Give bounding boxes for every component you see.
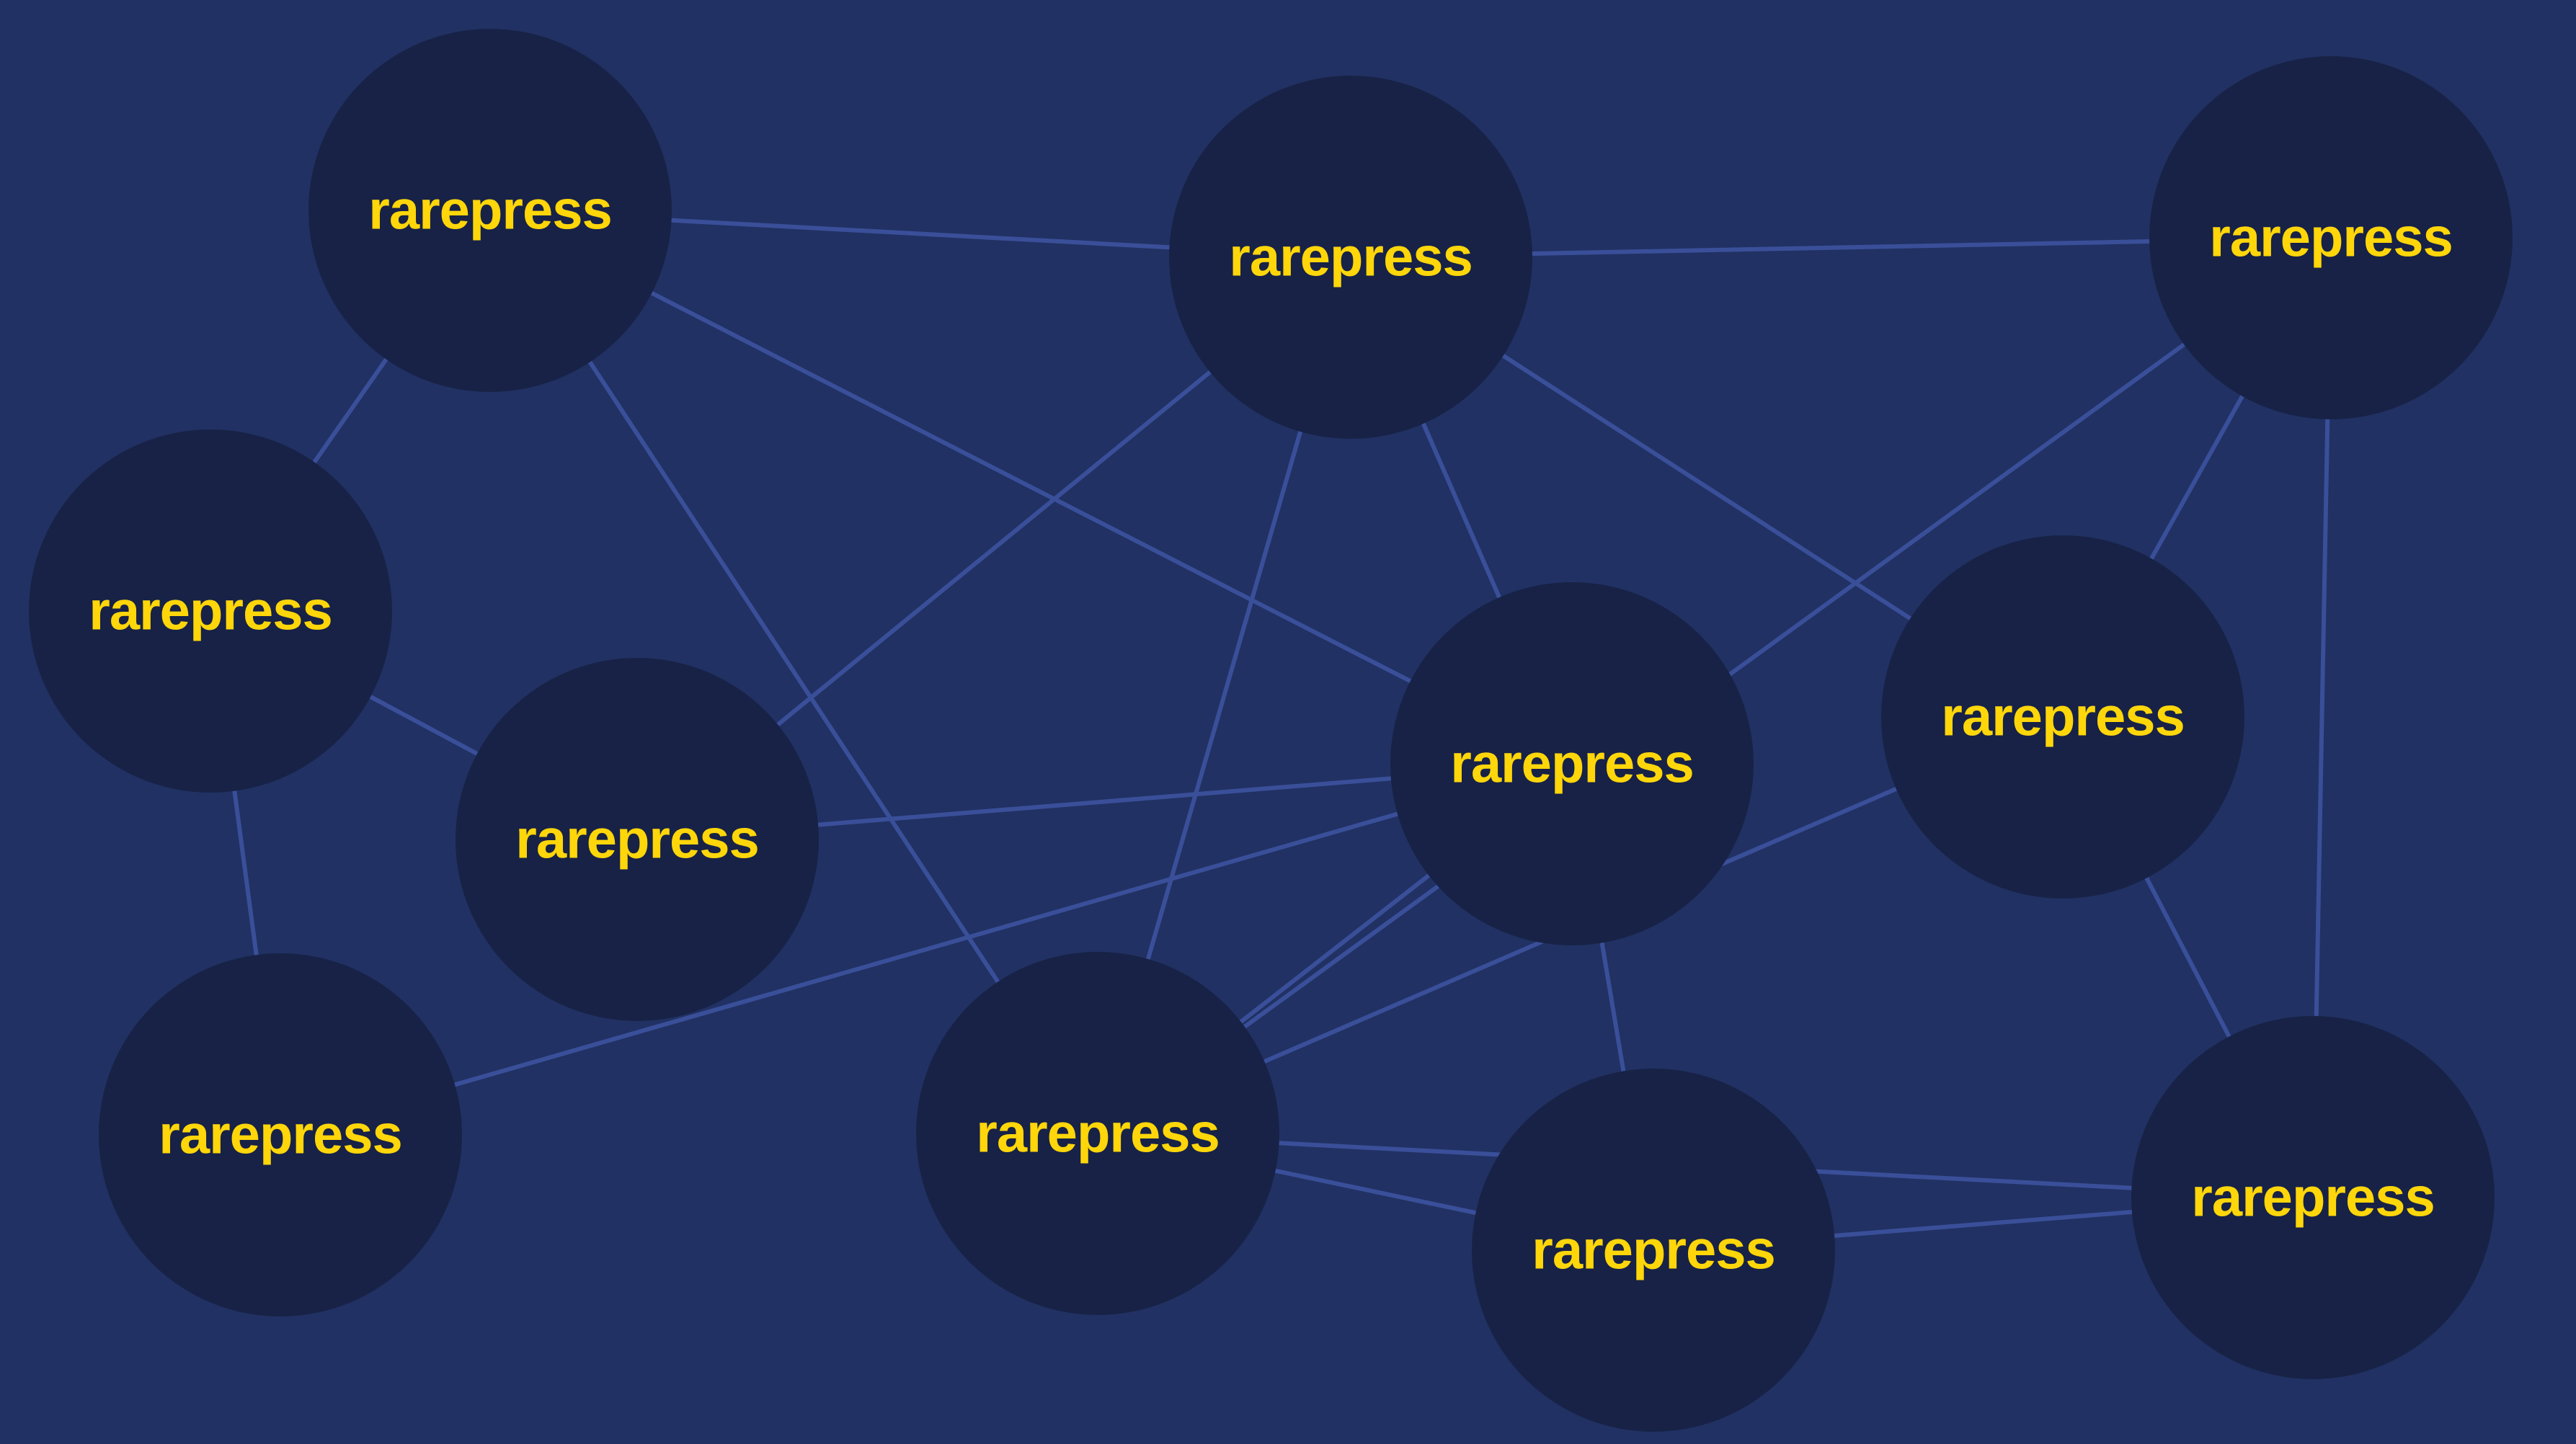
node-circle: [1881, 535, 2244, 899]
node-circle: [29, 429, 392, 793]
node-n3: rarepress: [2149, 56, 2513, 419]
node-n4: rarepress: [29, 429, 392, 793]
node-circle: [1472, 1069, 1835, 1432]
node-circle: [2149, 56, 2513, 419]
node-circle: [456, 658, 819, 1021]
node-n2: rarepress: [1169, 76, 1532, 439]
node-label: rarepress: [1532, 1220, 1775, 1281]
node-label: rarepress: [1450, 734, 1694, 795]
node-circle: [916, 952, 1279, 1315]
node-label: rarepress: [368, 180, 612, 241]
node-n9: rarepress: [1881, 535, 2244, 899]
node-label: rarepress: [2209, 208, 2453, 269]
node-n1: rarepress: [308, 29, 672, 392]
node-label: rarepress: [89, 581, 332, 642]
node-label: rarepress: [159, 1105, 402, 1166]
node-n5: rarepress: [456, 658, 819, 1021]
node-label: rarepress: [2191, 1167, 2435, 1229]
node-label: rarepress: [515, 809, 759, 870]
node-circle: [2131, 1016, 2495, 1379]
node-n6: rarepress: [99, 953, 462, 1316]
node-circle: [1390, 582, 1754, 945]
node-n7: rarepress: [916, 952, 1279, 1315]
node-n8: rarepress: [1390, 582, 1754, 945]
node-n10: rarepress: [1472, 1069, 1835, 1432]
node-circle: [1169, 76, 1532, 439]
node-circle: [99, 953, 462, 1316]
node-label: rarepress: [1229, 227, 1473, 288]
nodes-layer: rarepress rarepress rarepress rarepress rare…: [29, 29, 2513, 1432]
node-n11: rarepress: [2131, 1016, 2495, 1379]
node-label: rarepress: [976, 1103, 1220, 1164]
edge-n1-n8: [488, 208, 1574, 766]
edge-n1-n7: [488, 208, 1100, 1136]
node-label: rarepress: [1941, 687, 2185, 748]
edge-n6-n8: [278, 762, 1574, 1137]
node-circle: [308, 29, 672, 392]
